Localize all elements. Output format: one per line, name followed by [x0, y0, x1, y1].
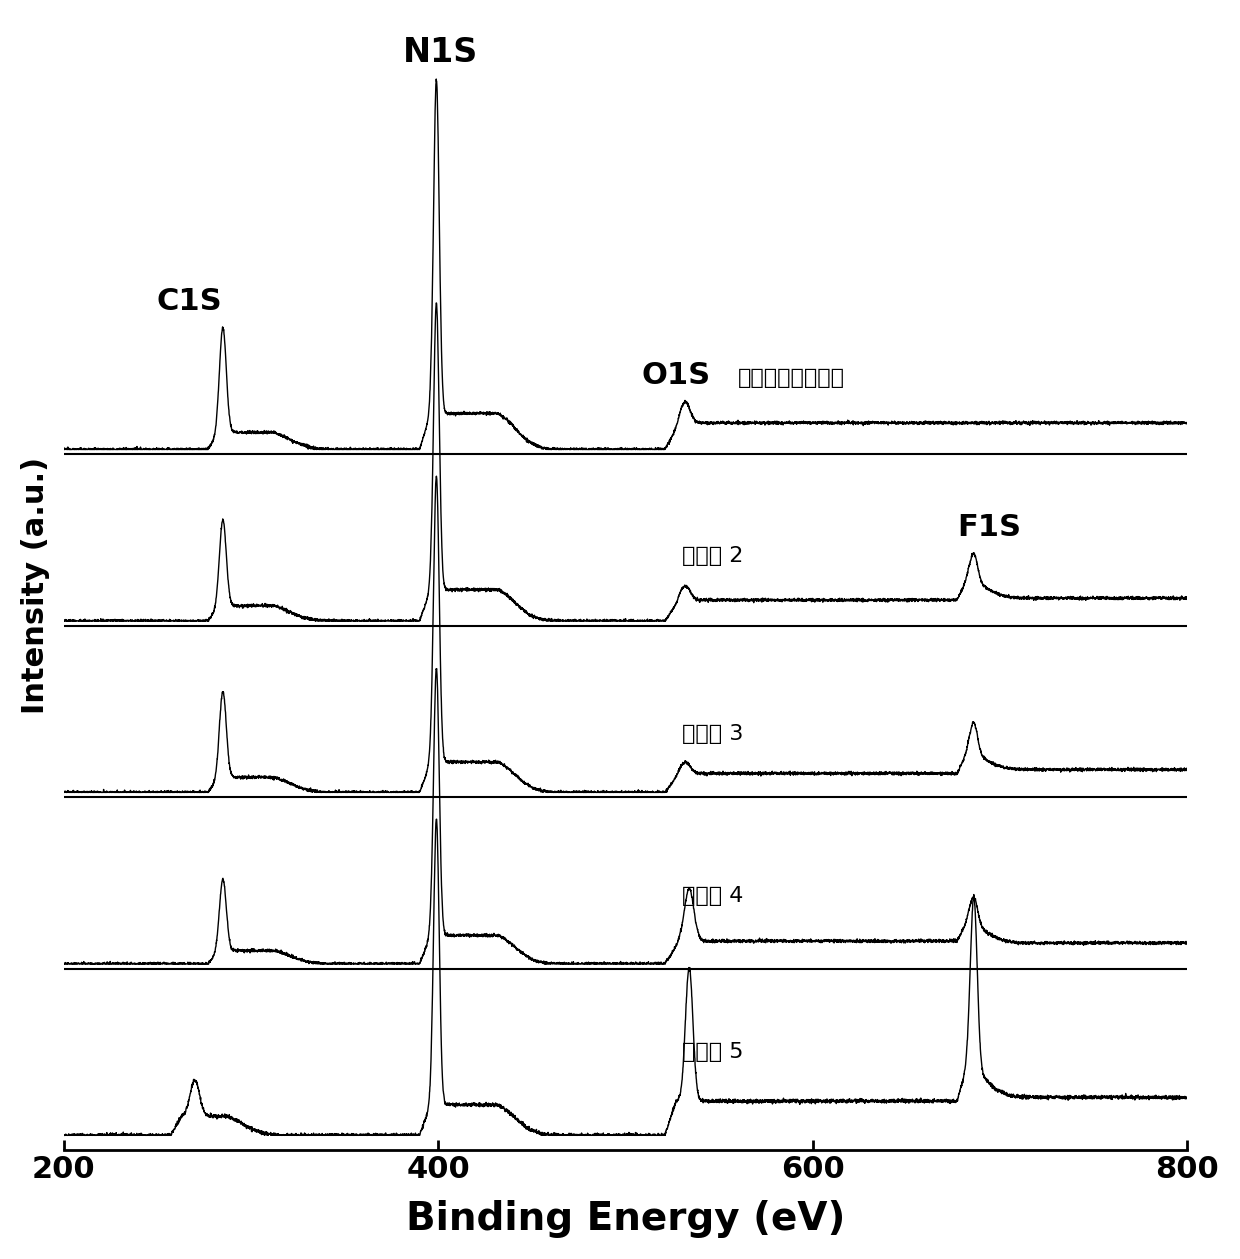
X-axis label: Binding Energy (eV): Binding Energy (eV): [405, 1200, 846, 1238]
Text: 实施例 5: 实施例 5: [682, 1041, 743, 1061]
Text: 实施例 4: 实施例 4: [682, 886, 743, 905]
Y-axis label: Intensity (a.u.): Intensity (a.u.): [21, 457, 50, 714]
Text: C1S: C1S: [156, 287, 222, 316]
Text: F1S: F1S: [957, 512, 1021, 541]
Text: O1S: O1S: [641, 361, 711, 390]
Text: N1S: N1S: [403, 37, 477, 69]
Text: 实施例 2: 实施例 2: [682, 546, 743, 565]
Text: 原料石墨相氮化碳: 原料石墨相氮化碳: [738, 368, 844, 388]
Text: 实施例 3: 实施例 3: [682, 724, 743, 744]
